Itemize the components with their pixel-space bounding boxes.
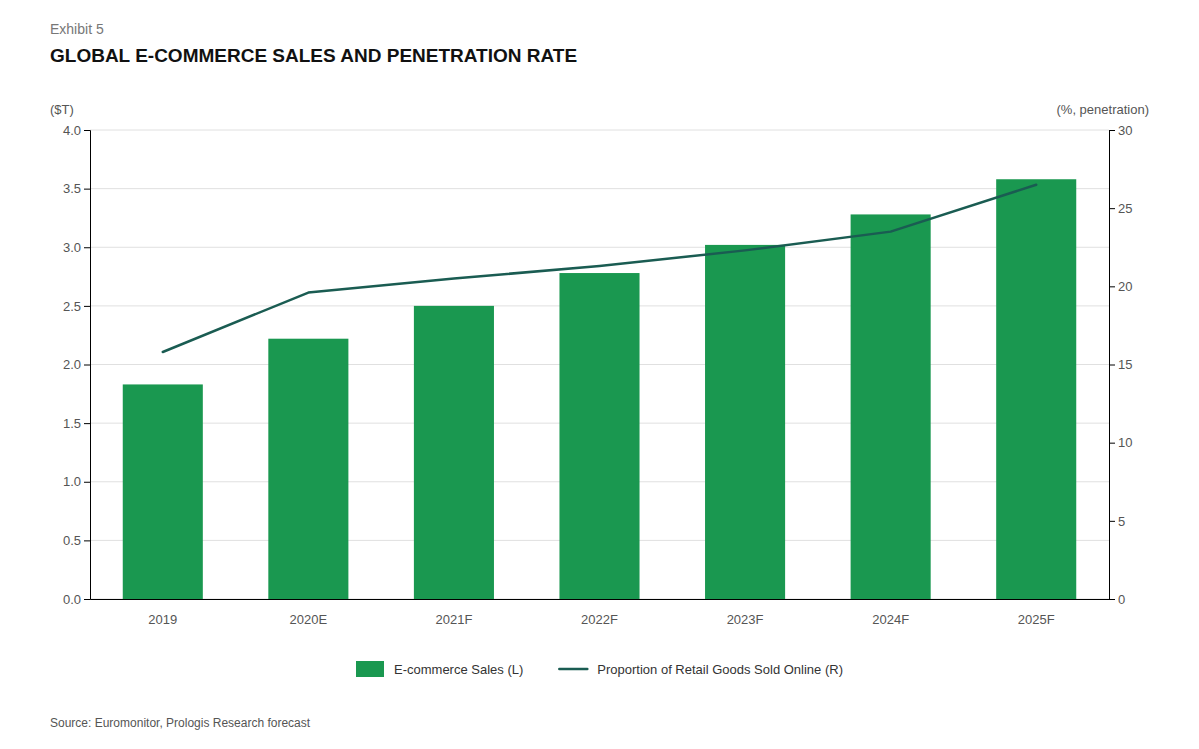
chart-container: Exhibit 5 GLOBAL E-COMMERCE SALES AND PEN… bbox=[0, 0, 1199, 749]
tick-label: 3.0 bbox=[63, 240, 81, 255]
tick-label: 1.5 bbox=[63, 416, 81, 431]
tick-mark bbox=[1109, 130, 1115, 131]
grid bbox=[90, 130, 1109, 599]
tick-mark bbox=[84, 365, 90, 366]
tick-label: 2019 bbox=[148, 612, 177, 627]
bar bbox=[851, 214, 931, 599]
tick: 10 bbox=[1109, 435, 1132, 450]
tick: 2025F bbox=[1018, 612, 1055, 627]
tick-label: 15 bbox=[1118, 357, 1132, 372]
grid-line bbox=[90, 247, 1109, 248]
chart-svg: Exhibit 5 GLOBAL E-COMMERCE SALES AND PEN… bbox=[0, 0, 1199, 749]
bar bbox=[996, 179, 1076, 599]
bar bbox=[414, 306, 494, 599]
tick-mark bbox=[1109, 286, 1115, 287]
tick: 2023F bbox=[727, 612, 764, 627]
tick-mark bbox=[1109, 521, 1115, 522]
legend-label: E-commerce Sales (L) bbox=[394, 662, 523, 677]
tick: 1.5 bbox=[63, 416, 90, 431]
y-axis-label: ($T) bbox=[50, 102, 74, 117]
legend-item: Proportion of Retail Goods Sold Online (… bbox=[559, 662, 843, 677]
tick-mark bbox=[84, 306, 90, 307]
legend: E-commerce Sales (L) Proportion of Retail… bbox=[356, 661, 843, 677]
bar bbox=[559, 273, 639, 599]
tick-label: 20 bbox=[1118, 279, 1132, 294]
line bbox=[163, 185, 1036, 352]
tick-label: 30 bbox=[1118, 123, 1132, 138]
tick: 2019 bbox=[148, 612, 177, 627]
tick: 0.0 bbox=[63, 592, 90, 607]
legend-swatch bbox=[559, 668, 587, 671]
tick-mark bbox=[1109, 599, 1115, 600]
tick: 30 bbox=[1109, 123, 1132, 138]
tick: 2.5 bbox=[63, 299, 90, 314]
tick-mark bbox=[84, 130, 90, 131]
tick: 1.0 bbox=[63, 474, 90, 489]
tick-label: 2024F bbox=[872, 612, 909, 627]
tick: 0.5 bbox=[63, 533, 90, 548]
tick: 4.0 bbox=[63, 123, 90, 138]
tick: 2020E bbox=[290, 612, 328, 627]
subtitle: Exhibit 5 bbox=[50, 21, 104, 37]
tick: 2021F bbox=[435, 612, 472, 627]
tick: 15 bbox=[1109, 357, 1132, 372]
tick: 2.0 bbox=[63, 357, 90, 372]
tick-label: 0 bbox=[1118, 592, 1125, 607]
tick-label: 10 bbox=[1118, 435, 1132, 450]
bar bbox=[268, 339, 348, 599]
tick-mark bbox=[1109, 208, 1115, 209]
y-axis: 0.0 0.5 1.0 1.5 2.0 2.5 3.0 3.5 4.0 bbox=[63, 123, 91, 607]
tick-label: 5 bbox=[1118, 513, 1125, 528]
marks bbox=[123, 179, 1076, 599]
grid-line bbox=[90, 130, 1109, 131]
tick-label: 25 bbox=[1118, 201, 1132, 216]
tick-label: 2020E bbox=[290, 612, 328, 627]
tick: 5 bbox=[1109, 513, 1125, 528]
grid-line bbox=[90, 188, 1109, 189]
tick-label: 2022F bbox=[581, 612, 618, 627]
tick-mark bbox=[84, 423, 90, 424]
legend-swatch bbox=[356, 661, 384, 677]
axis-line bbox=[1110, 131, 1116, 600]
y2-axis: 0 5 10 15 20 25 30 bbox=[1109, 123, 1132, 607]
tick: 25 bbox=[1109, 201, 1132, 216]
tick: 2022F bbox=[581, 612, 618, 627]
tick-mark bbox=[84, 189, 90, 190]
legend-label: Proportion of Retail Goods Sold Online (… bbox=[597, 662, 843, 677]
tick-label: 3.5 bbox=[63, 181, 81, 196]
tick-mark bbox=[84, 599, 90, 600]
tick-label: 1.0 bbox=[63, 474, 81, 489]
bar-series bbox=[123, 179, 1076, 599]
title: GLOBAL E-COMMERCE SALES AND PENETRATION … bbox=[50, 45, 577, 66]
tick-label: 4.0 bbox=[63, 123, 81, 138]
tick-label: 2.5 bbox=[63, 299, 81, 314]
axis-line bbox=[84, 131, 91, 600]
tick-label: 2025F bbox=[1018, 612, 1055, 627]
tick-label: 0.5 bbox=[63, 533, 81, 548]
bar bbox=[123, 384, 203, 599]
tick-mark bbox=[1109, 365, 1115, 366]
tick-mark bbox=[84, 540, 90, 541]
tick-mark bbox=[84, 247, 90, 248]
tick: 20 bbox=[1109, 279, 1132, 294]
tick-label: 2023F bbox=[727, 612, 764, 627]
tick-mark bbox=[84, 482, 90, 483]
legend-item: E-commerce Sales (L) bbox=[356, 661, 523, 677]
source: Source: Euromonitor, Prologis Research f… bbox=[50, 716, 311, 730]
bar bbox=[705, 245, 785, 599]
tick: 3.0 bbox=[63, 240, 90, 255]
axis-line bbox=[91, 599, 1110, 600]
x-axis: 2019 2020E 2021F 2022F 2023F 2024F 2025F bbox=[91, 600, 1110, 627]
plot-area: 0.0 0.5 1.0 1.5 2.0 2.5 3.0 3.5 4.0 0 5 10 15 20 25 30 2… bbox=[63, 123, 1133, 627]
tick: 2024F bbox=[872, 612, 909, 627]
tick-label: 0.0 bbox=[63, 592, 81, 607]
tick-mark bbox=[1109, 443, 1115, 444]
y2-axis-label: (%, penetration) bbox=[1057, 102, 1150, 117]
tick: 3.5 bbox=[63, 181, 90, 196]
tick-label: 2.0 bbox=[63, 357, 81, 372]
tick: 0 bbox=[1109, 592, 1125, 607]
tick-label: 2021F bbox=[435, 612, 472, 627]
